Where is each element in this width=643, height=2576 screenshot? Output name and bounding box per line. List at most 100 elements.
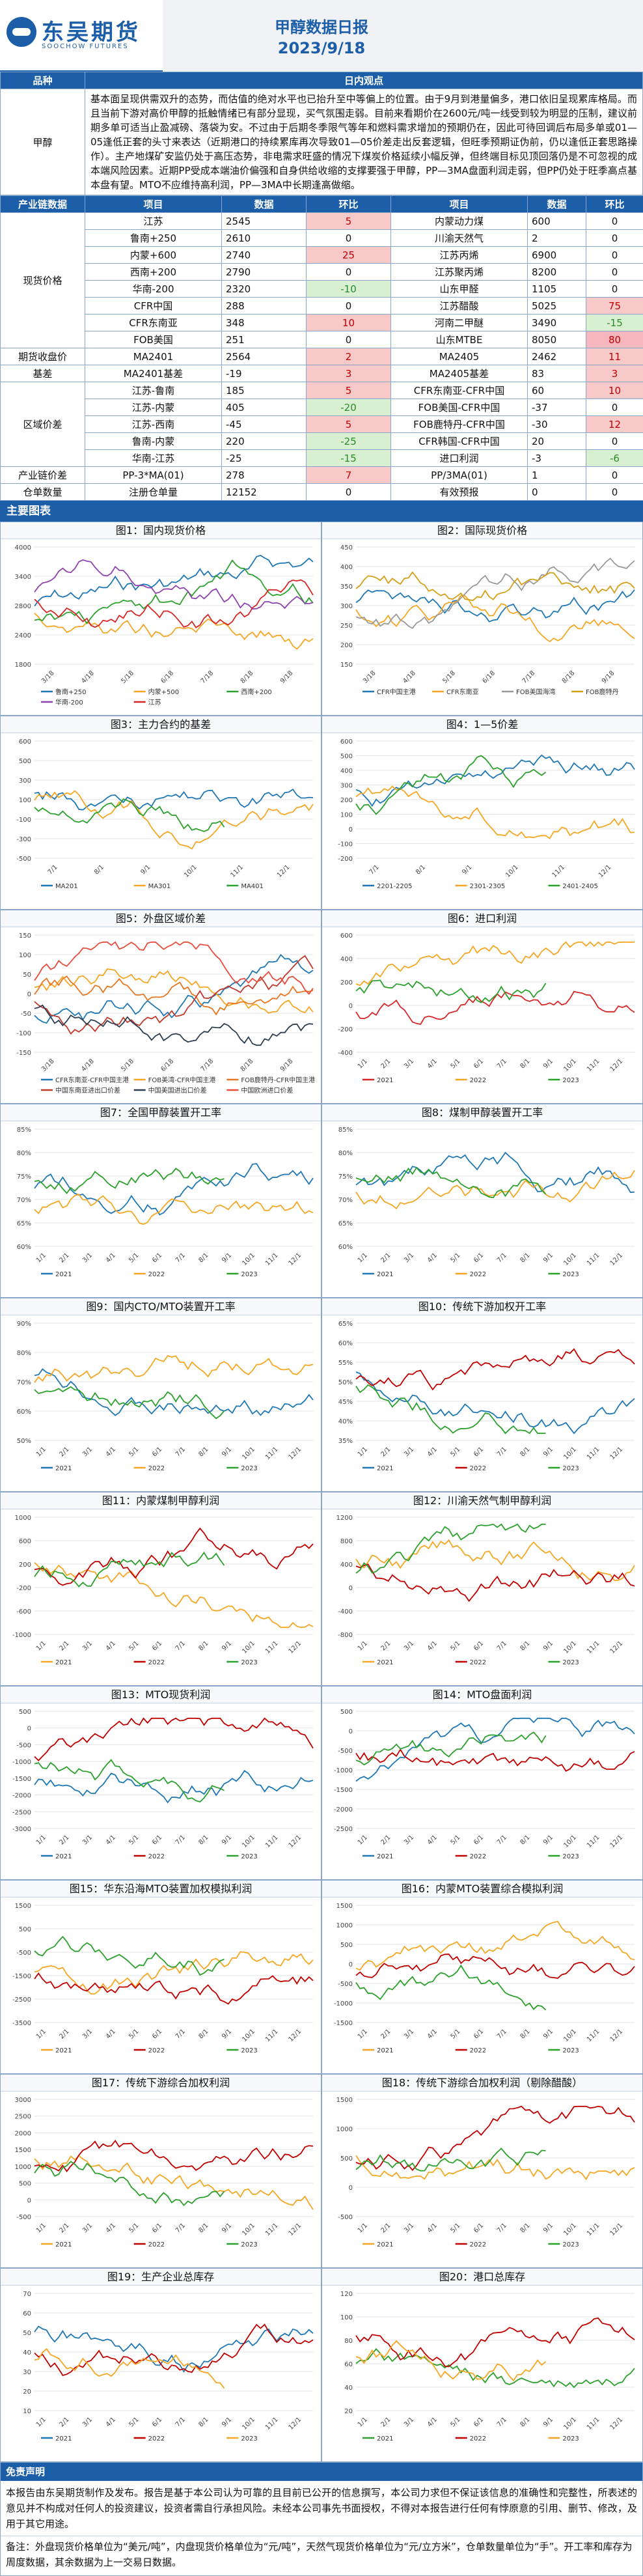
x-tick-label: 4/18 [80, 669, 96, 685]
y-tick-label: -500 [338, 1981, 353, 1988]
item-change: 75 [586, 298, 643, 315]
y-tick-label: 0 [349, 1585, 353, 1592]
x-tick-label: 3/1 [81, 1834, 94, 1846]
item-name: 注册仓单量 [85, 484, 222, 501]
item-value: 185 [222, 382, 307, 399]
x-tick-label: 11/1 [586, 1252, 601, 1267]
item-value: 2462 [528, 348, 586, 365]
item-value: 2 [528, 230, 586, 247]
legend-label: 2021 [377, 1853, 393, 1860]
x-tick-label: 6/1 [151, 2416, 163, 2428]
chart-title: 图19：生产企业总库存 [1, 2269, 321, 2286]
x-tick-label: 9/1 [542, 2416, 554, 2428]
item-change: 0 [586, 213, 643, 230]
y-tick-label: 0 [27, 2197, 31, 2204]
item-name: 山东MTBE [391, 331, 528, 348]
x-tick-label: 8/1 [93, 863, 105, 876]
item-change: 0 [586, 230, 643, 247]
y-tick-label: 70% [17, 1197, 31, 1204]
y-tick-label: -1000 [12, 1632, 31, 1639]
y-tick-label: -3500 [12, 2020, 31, 2027]
legend-label: 2022 [148, 2241, 165, 2248]
x-tick-label: 10/1 [562, 1252, 578, 1267]
series-line [34, 555, 313, 606]
x-tick-label: 2/1 [379, 1057, 392, 1070]
item-value: 278 [222, 467, 307, 484]
x-tick-label: 5/1 [449, 1057, 461, 1070]
y-tick-label: 20 [23, 2388, 31, 2396]
x-tick-label: 10/1 [562, 1640, 578, 1655]
x-tick-label: 7/1 [174, 1252, 187, 1264]
x-tick-label: 4/1 [426, 1640, 439, 1652]
x-tick-label: 10/1 [562, 1446, 578, 1461]
x-tick-label: 7/1 [496, 1057, 508, 1070]
item-value: 348 [222, 315, 307, 331]
x-tick-label: 5/1 [449, 1446, 461, 1458]
x-tick-label: 4/1 [426, 1057, 439, 1070]
legend-label: 2023 [241, 2435, 257, 2443]
chart-title: 图8：煤制甲醇装置开工率 [322, 1104, 642, 1121]
y-tick-label: 50% [17, 1438, 31, 1445]
item-change: 5 [307, 213, 391, 230]
logo-en: SOOCHOW FUTURES [42, 43, 129, 50]
y-tick-label: 200 [340, 797, 353, 804]
view-col-product: 品种 [1, 72, 85, 89]
item-change: 80 [586, 331, 643, 348]
x-tick-label: 1/1 [35, 1834, 48, 1846]
y-tick-label: -800 [338, 1632, 353, 1639]
x-tick-label: 8/1 [519, 2222, 531, 2234]
group-label: 现货价格 [1, 213, 85, 348]
legend-label: 2021 [55, 1853, 72, 1860]
legend-label: 2023 [562, 1077, 579, 1084]
series-line [356, 595, 635, 641]
legend-label: FOB鹿特丹 [586, 688, 618, 696]
y-tick-label: 1000 [15, 1515, 31, 1522]
logo-cn: 东吴期货 [42, 14, 141, 46]
legend-label: 西南+200 [241, 688, 271, 696]
x-tick-label: 8/1 [519, 2416, 531, 2428]
x-tick-label: 10/1 [562, 1834, 578, 1849]
series-line [356, 2341, 546, 2381]
item-name: 鲁南-内蒙 [85, 433, 222, 450]
y-tick-label: 90% [17, 1321, 31, 1328]
chart-title: 图4：1—5价差 [322, 716, 642, 733]
x-tick-label: 5/1 [449, 1252, 461, 1264]
title-band: 甲醇数据日报 2023/9/18 [163, 0, 643, 72]
x-tick-label: 11/1 [586, 1834, 601, 1849]
y-tick-label: -400 [338, 1608, 353, 1616]
item-value: 2610 [222, 230, 307, 247]
item-value: -3 [528, 450, 586, 467]
x-tick-label: 12/1 [609, 1834, 625, 1849]
x-tick-label: 9/18 [279, 1057, 295, 1073]
x-tick-label: 3/1 [81, 2028, 94, 2040]
legend-label: 2021 [377, 1659, 393, 1666]
legend-label: 2022 [470, 2435, 486, 2443]
x-tick-label: 7/18 [200, 1057, 215, 1073]
item-value: 3490 [528, 315, 586, 331]
x-tick-label: 8/1 [519, 1640, 531, 1652]
y-tick-label: 100 [340, 812, 353, 819]
legend-label: 2023 [241, 1271, 257, 1278]
legend-label: 鲁南+250 [55, 688, 86, 696]
item-change: 3 [307, 365, 391, 382]
table-header: 环比 [307, 196, 391, 213]
y-tick-label: 100 [340, 2314, 353, 2321]
item-name: 河南二甲醚 [391, 315, 528, 331]
y-tick-label: 30 [23, 2369, 31, 2376]
item-name: CFR东南亚 [85, 315, 222, 331]
x-tick-label: 4/1 [426, 2222, 439, 2234]
x-tick-label: 2/1 [58, 2416, 70, 2428]
x-tick-label: 8/1 [197, 2222, 210, 2234]
chart-title: 图16：内蒙MTO装置综合模拟利润 [322, 1881, 642, 1897]
series-line [34, 1528, 313, 1585]
y-tick-label: -2000 [12, 1793, 31, 1800]
x-tick-label: 8/1 [197, 1834, 210, 1846]
